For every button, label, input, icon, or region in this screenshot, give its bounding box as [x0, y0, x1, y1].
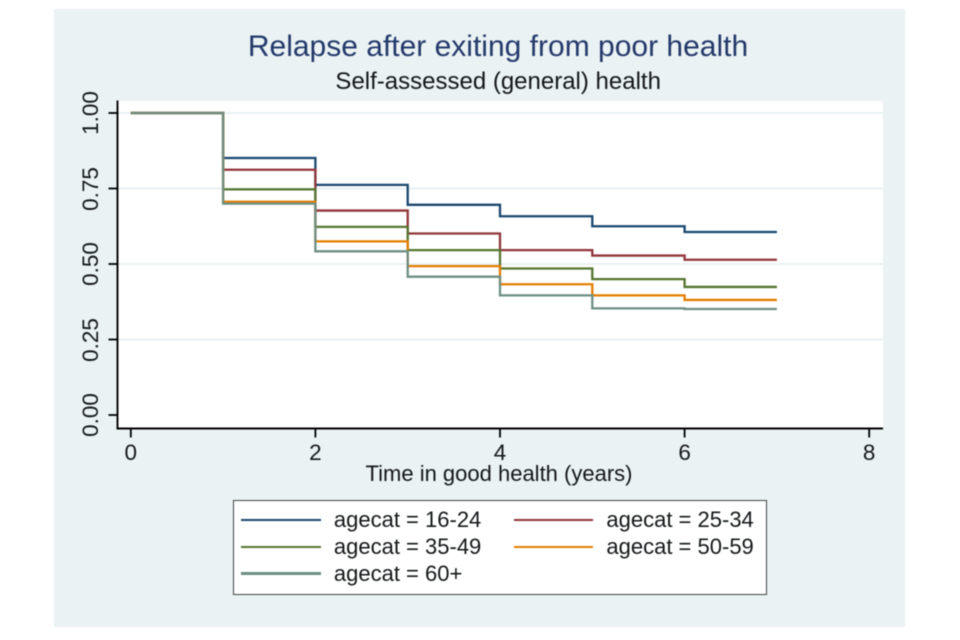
x-axis-title: Time in good health (years) — [365, 460, 633, 486]
curve-60+ — [130, 111, 777, 311]
graph-subtitle: Self-assessed (general) health — [335, 68, 661, 96]
legend-label: agecat = 35-49 — [333, 533, 482, 559]
x-tick-label: 2 — [309, 440, 322, 465]
y-tick-label: 0.00 — [77, 393, 103, 437]
y-tick-label: 0.75 — [77, 166, 103, 211]
y-tick-label: 0.50 — [77, 242, 103, 286]
legend-label: agecat = 50-59 — [606, 533, 754, 559]
y-tick-label: 0.25 — [77, 317, 103, 362]
x-tick-label: 8 — [862, 440, 876, 465]
legend: agecat = 16-24 agecat = 25-34 agecat = 35-… — [233, 500, 767, 595]
x-tick-label: 4 — [493, 440, 507, 465]
legend-label: agecat = 16-24 — [333, 506, 482, 532]
curve-35-49 — [130, 111, 777, 289]
legend-swatch — [241, 545, 321, 548]
legend-label: agecat = 25-34 — [606, 506, 754, 532]
x-tick-label: 6 — [678, 440, 691, 465]
legend-label: agecat = 60+ — [333, 560, 463, 586]
legend-swatch — [241, 572, 321, 575]
curve-25-34 — [130, 111, 777, 261]
legend-swatch — [241, 518, 321, 521]
survival-chart — [108, 100, 883, 438]
legend-swatch — [513, 518, 594, 521]
y-tick-label: 1.00 — [77, 91, 103, 135]
legend-swatch — [513, 545, 594, 548]
graph-panel: Relapse after exiting from poor health S… — [54, 9, 905, 627]
x-tick-label: 0 — [124, 440, 138, 465]
graph-title: Relapse after exiting from poor health — [247, 30, 749, 64]
curve-50-59 — [130, 111, 777, 302]
curve-16-24 — [130, 111, 777, 234]
